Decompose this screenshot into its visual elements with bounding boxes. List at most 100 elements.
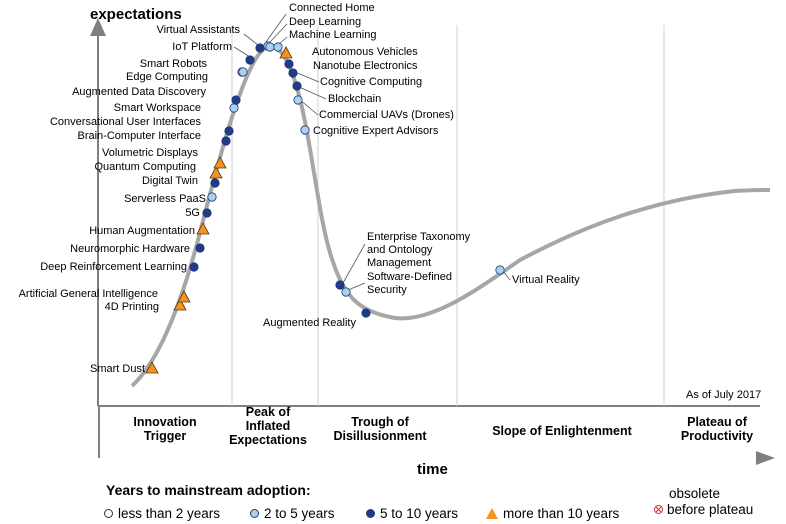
obsolete-icon (654, 505, 663, 514)
circle-icon (104, 509, 113, 518)
phase-label: Slope of Enlightenment (492, 424, 632, 438)
leader-line (233, 46, 251, 58)
label-serverless-paas: Serverless PaaS (124, 193, 206, 205)
circle-icon (250, 509, 259, 518)
marker-triangle-autonomous-vehicles (279, 46, 293, 59)
label-human-augmentation: Human Augmentation (89, 225, 195, 237)
marker-circle-machine-learning (273, 42, 283, 52)
x-axis-band (98, 406, 100, 458)
marker-circle-smart-workspace (229, 103, 239, 113)
x-axis-arrow (756, 451, 775, 465)
legend-label: 2 to 5 years (264, 506, 335, 521)
label-neuromorphic-hardware: Neuromorphic Hardware (70, 243, 190, 255)
obsolete-label-2: before plateau (667, 502, 754, 517)
phase-label: Peak of Inflated Expectations (229, 405, 307, 447)
label-iot-platform: IoT Platform (172, 41, 232, 53)
marker-triangle-human-augmentation (196, 222, 210, 235)
label-artificial-general-intelligence: Artificial General Intelligence (19, 288, 158, 300)
label-virtual-reality: Virtual Reality (512, 274, 580, 286)
leader-line (265, 13, 287, 43)
label-deep-learning: Deep Learning (289, 16, 361, 28)
label-virtual-assistants: Virtual Assistants (156, 24, 240, 36)
label-smart-workspace: Smart Workspace (114, 102, 201, 114)
leader-line (347, 282, 366, 291)
marker-circle-digital-twin (210, 178, 220, 188)
label-connected-home: Connected Home (289, 2, 375, 14)
label-5g: 5G (185, 207, 200, 219)
legend-item-2-to-5: 2 to 5 years (250, 506, 335, 521)
leader-line (278, 36, 288, 45)
hype-cycle-chart: expectations time As of July 2017 Innova… (19, 2, 775, 478)
marker-circle-cognitive-computing (288, 68, 298, 78)
leader-line (296, 85, 327, 100)
phase-label: Trough of Disillusionment (333, 415, 427, 443)
label-conversational-user-interfaces: Conversational User Interfaces (50, 116, 202, 128)
marker-triangle-artificial-general-intelligence (177, 290, 191, 303)
marker-circle-blockchain (292, 81, 302, 91)
y-axis-title: expectations (90, 6, 182, 23)
label-enterprise-taxonomy-and-ontology-management: Enterprise Taxonomy and Ontology Managemen… (367, 231, 471, 269)
legend-title: Years to mainstream adoption: (106, 482, 311, 498)
marker-circle-conversational-user-interfaces (224, 126, 234, 136)
marker-circle-deep-reinforcement-learning (189, 262, 199, 272)
as-of-label: As of July 2017 (686, 389, 761, 401)
marker-circle-brain-computer-interface (221, 136, 231, 146)
hype-curve (130, 44, 771, 388)
label-machine-learning: Machine Learning (289, 29, 376, 41)
label-commercial-uavs-drones: Commercial UAVs (Drones) (319, 109, 454, 121)
obsolete-label-1: obsolete (669, 486, 721, 501)
marker-circle-iot-platform (245, 55, 255, 65)
leader-line (294, 71, 320, 83)
marker-triangle-quantum-computing (209, 166, 223, 179)
leader-line (269, 23, 288, 43)
leader-line (243, 33, 259, 46)
leader-line (502, 270, 511, 281)
legend-item-5-to-10: 5 to 10 years (366, 506, 458, 521)
marker-circle-deep-learning (265, 42, 275, 52)
label-cognitive-computing: Cognitive Computing (320, 76, 422, 88)
y-axis-arrow (90, 18, 106, 36)
marker-circle-serverless-paas (207, 192, 217, 202)
marker-triangle-volumetric-displays (213, 156, 227, 169)
label-4d-printing: 4D Printing (105, 301, 159, 313)
label-edge-computing: Edge Computing (126, 71, 208, 83)
marker-circle-augmented-data-discovery (231, 95, 241, 105)
label-blockchain: Blockchain (328, 93, 381, 105)
legend-label: more than 10 years (503, 506, 620, 521)
legend-label: 5 to 10 years (380, 506, 459, 521)
marker-circle-smart-robots (238, 67, 248, 77)
label-volumetric-displays: Volumetric Displays (102, 147, 198, 159)
legend-item-obsolete: obsolete before plateau (654, 486, 754, 518)
marker-circle-nanotube-electronics (284, 59, 294, 69)
legend: Years to mainstream adoption: less than … (0, 478, 786, 524)
label-brain-computer-interface: Brain-Computer Interface (78, 130, 202, 142)
marker-circle-virtual-assistants (255, 43, 265, 53)
marker-circle-augmented-reality (361, 308, 371, 318)
label-nanotube-electronics: Nanotube Electronics (313, 60, 418, 72)
label-smart-robots: Smart Robots (140, 58, 208, 70)
label-augmented-reality: Augmented Reality (263, 317, 356, 329)
marker-triangle-smart-dust (145, 361, 159, 374)
triangle-icon (486, 508, 498, 519)
label-cognitive-expert-advisors: Cognitive Expert Advisors (313, 125, 439, 137)
marker-circle-cognitive-expert-advisors (300, 125, 310, 135)
label-smart-dust: Smart Dust (90, 363, 145, 375)
phase-dividers (231, 25, 665, 406)
marker-circle-neuromorphic-hardware (195, 243, 205, 253)
leader-line (342, 243, 366, 284)
label-software-defined-security: Software-Defined Security (367, 271, 452, 296)
marker-circle-enterprise-taxonomy-and-ontology-management (335, 280, 345, 290)
marker-triangle-4d-printing (173, 298, 187, 311)
phase-labels: Innovation Trigger Peak of Inflated Expectat… (133, 405, 753, 447)
label-deep-reinforcement-learning: Deep Reinforcement Learning (40, 261, 187, 273)
marker-circle-software-defined-security (341, 287, 351, 297)
label-digital-twin: Digital Twin (142, 175, 198, 187)
label-augmented-data-discovery: Augmented Data Discovery (72, 86, 206, 98)
label-quantum-computing: Quantum Computing (95, 161, 197, 173)
label-autonomous-vehicles: Autonomous Vehicles (312, 46, 418, 58)
legend-item-more-than-10: more than 10 years (486, 506, 619, 521)
phase-label: Innovation Trigger (133, 415, 196, 443)
legend-item-less-than-2: less than 2 years (104, 506, 220, 521)
phase-label: Plateau of Productivity (681, 415, 753, 443)
